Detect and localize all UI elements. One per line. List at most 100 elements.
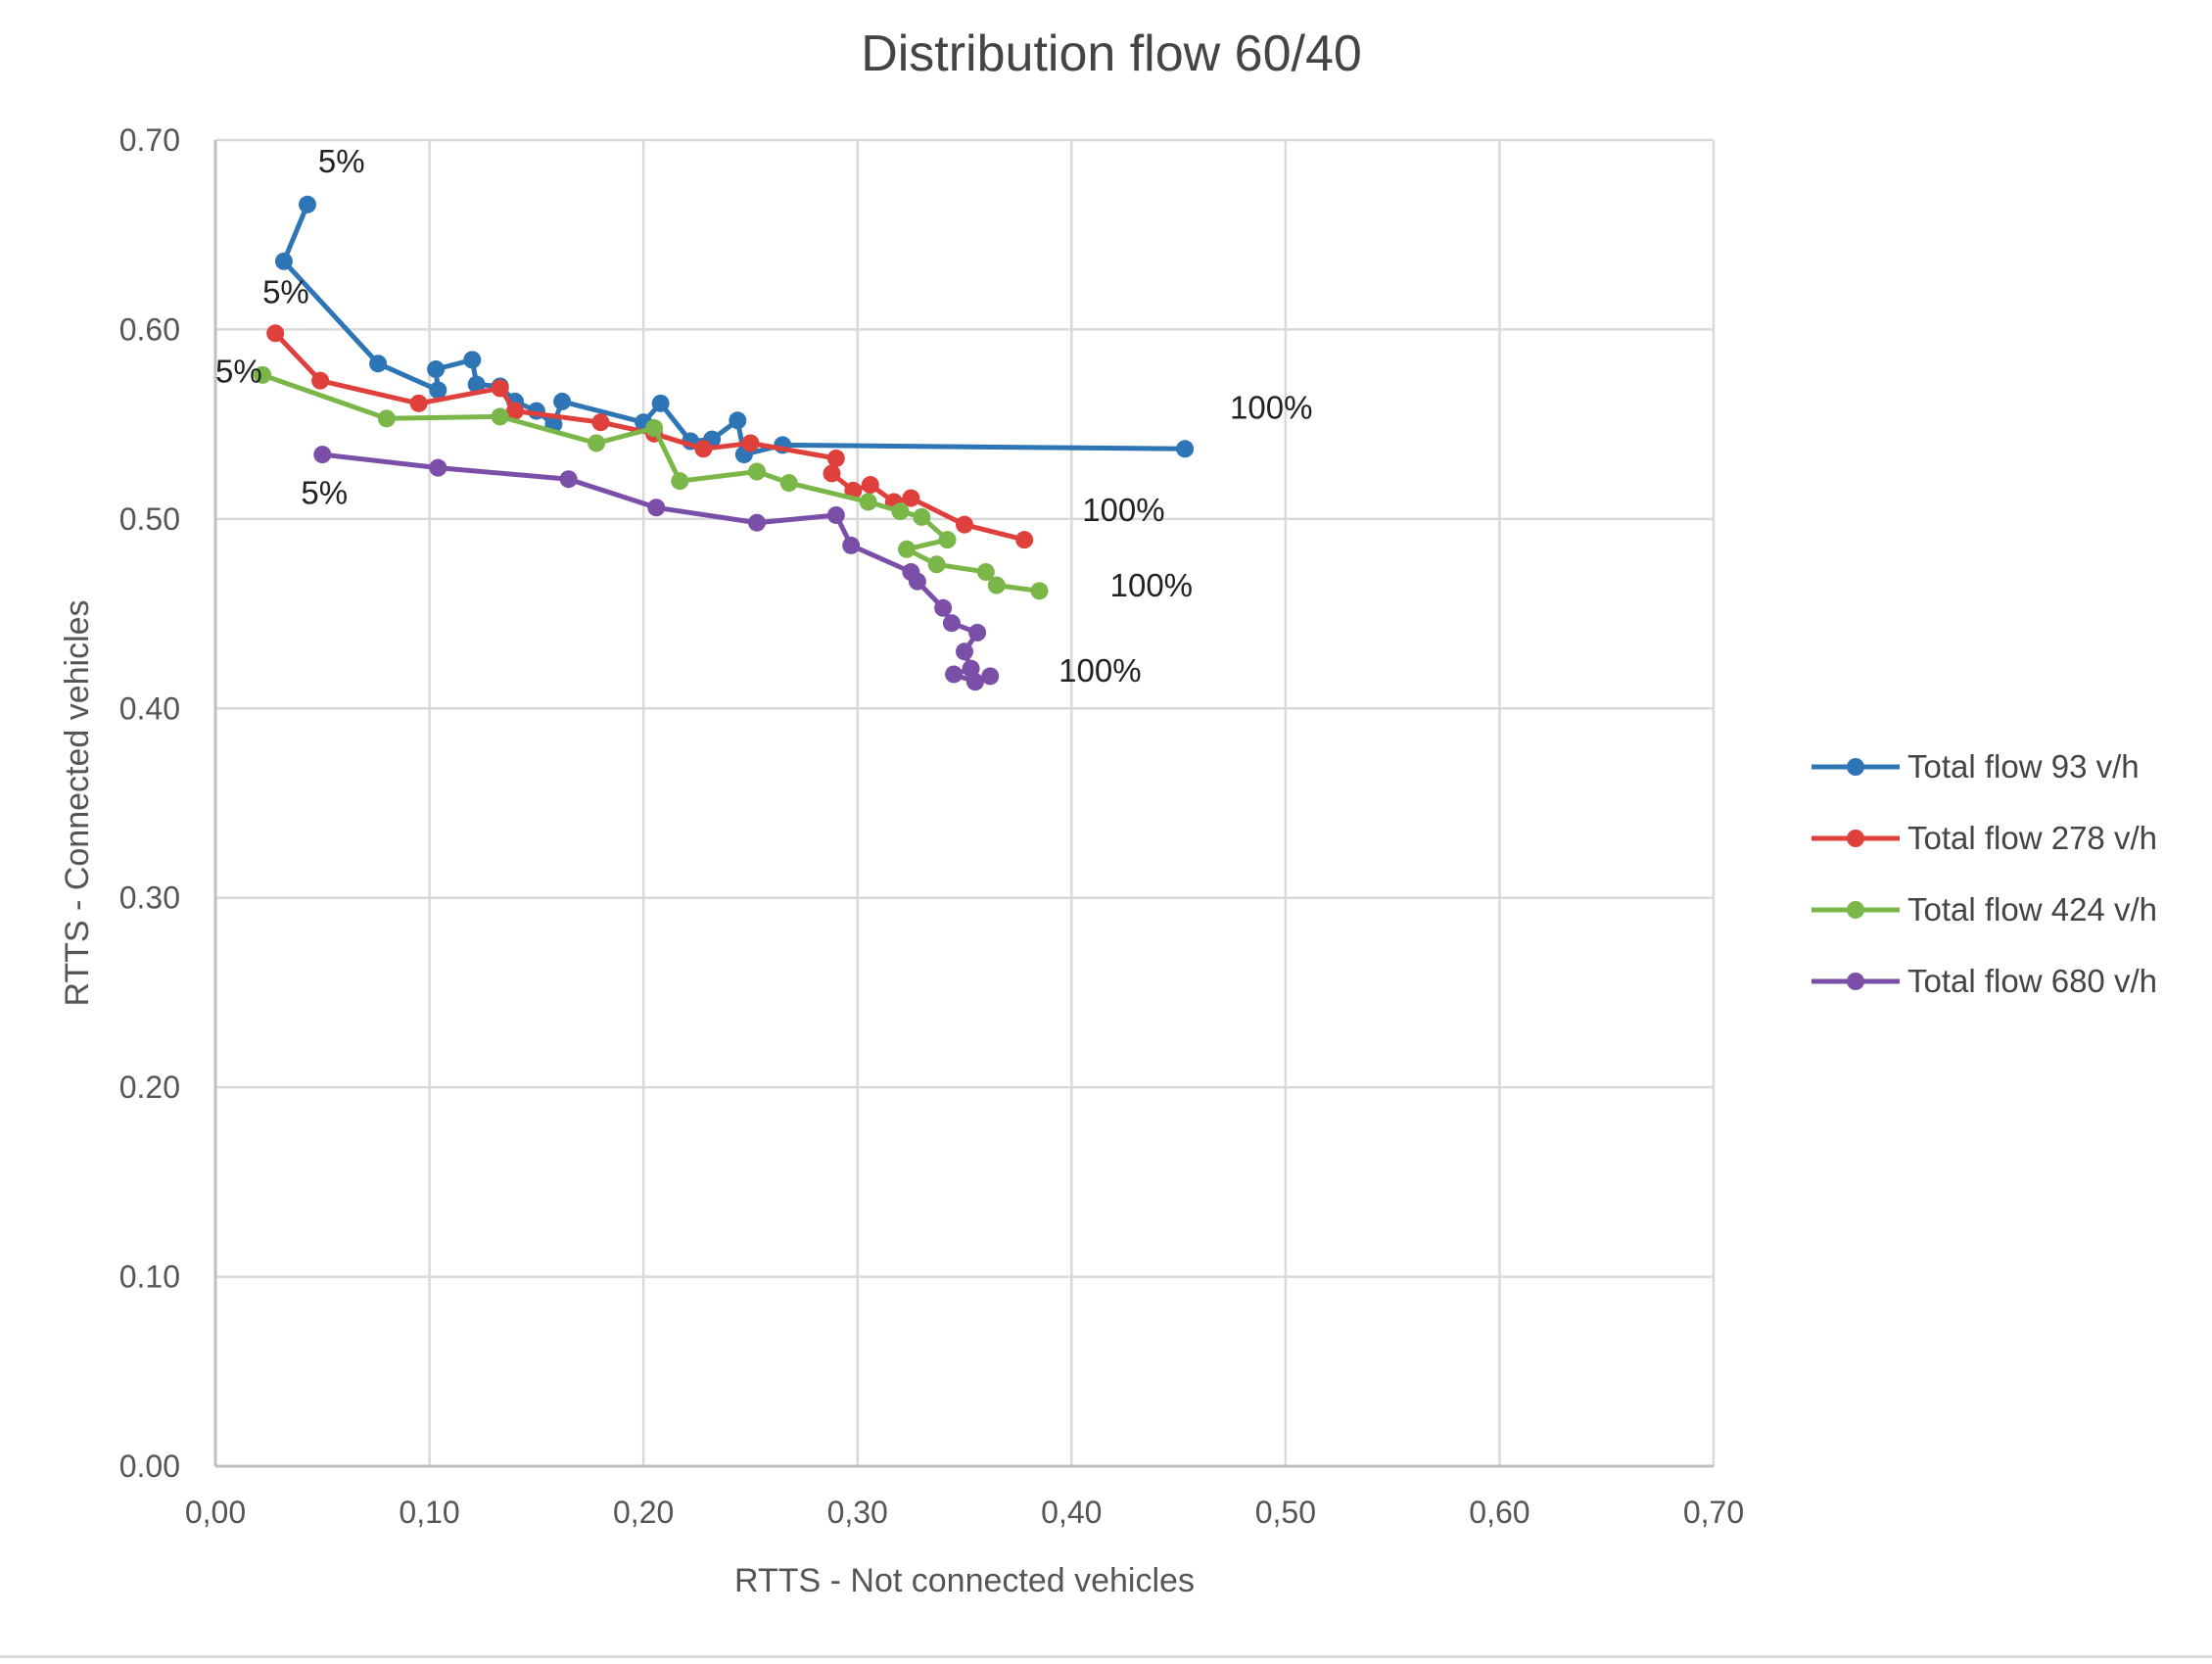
- x-tick-label: 0,50: [1255, 1495, 1316, 1530]
- data-point: [313, 446, 332, 464]
- legend-marker: [1847, 973, 1864, 990]
- x-tick-labels: 0,00 0,10 0,20 0,30 0,40 0,50 0,60 0,70: [185, 1495, 1744, 1530]
- gridlines: [213, 138, 1716, 1468]
- x-tick-label: 0,20: [613, 1495, 674, 1530]
- axes: [213, 140, 1714, 1468]
- data-point: [913, 507, 931, 526]
- point-annotation: 100%: [1110, 567, 1193, 603]
- data-point: [956, 642, 973, 661]
- data-point: [826, 449, 845, 467]
- y-tick-label: 0.60: [119, 311, 180, 347]
- data-point: [823, 464, 841, 483]
- annotations: 5% 5% 5% 5% 100% 100% 100% 100%: [215, 143, 1312, 689]
- data-point: [369, 355, 388, 373]
- point-annotation: 100%: [1230, 389, 1312, 425]
- series-line: [322, 452, 992, 685]
- data-point: [274, 252, 293, 270]
- data-point: [298, 195, 316, 214]
- data-point: [981, 667, 1000, 686]
- y-tick-label: 0.10: [119, 1260, 180, 1295]
- legend-item: Total flow 278 v/h: [1812, 820, 2157, 856]
- data-point: [409, 394, 428, 412]
- legend-item: Total flow 93 v/h: [1812, 748, 2140, 784]
- data-point: [671, 472, 689, 491]
- bottom-divider: [0, 1655, 2212, 1658]
- data-point: [968, 623, 987, 642]
- data-point: [377, 409, 396, 428]
- point-annotation: 5%: [301, 474, 348, 510]
- data-point: [747, 513, 766, 532]
- series-3: [254, 365, 1049, 600]
- x-axis-label: RTTS - Not connected vehicles: [734, 1562, 1195, 1599]
- data-point: [1015, 531, 1034, 549]
- data-point: [826, 505, 845, 524]
- chart-title: Distribution flow 60/40: [861, 25, 1362, 82]
- legend-marker: [1847, 758, 1864, 776]
- data-point: [588, 434, 606, 452]
- legend-label: Total flow 680 v/h: [1907, 963, 2157, 999]
- data-point: [694, 440, 713, 458]
- data-point: [651, 394, 670, 412]
- data-point: [741, 434, 760, 452]
- data-point: [945, 665, 964, 684]
- data-point: [965, 673, 984, 691]
- point-annotation: 5%: [262, 273, 309, 309]
- legend-item: Total flow 680 v/h: [1812, 963, 2157, 999]
- data-series: [254, 195, 1195, 691]
- data-point: [747, 462, 766, 481]
- data-point: [987, 576, 1006, 594]
- y-tick-label: 0.00: [119, 1449, 180, 1484]
- data-point: [266, 324, 285, 343]
- legend: Total flow 93 v/h Total flow 278 v/h Total…: [1812, 748, 2157, 999]
- data-point: [491, 407, 509, 426]
- data-point: [467, 375, 486, 394]
- data-point: [591, 413, 610, 432]
- y-tick-label: 0.70: [119, 122, 180, 158]
- data-point: [729, 411, 747, 430]
- x-tick-label: 0,00: [185, 1495, 246, 1530]
- point-annotation: 100%: [1059, 652, 1141, 689]
- data-point: [427, 360, 446, 379]
- legend-label: Total flow 424 v/h: [1907, 891, 2157, 927]
- legend-label: Total flow 93 v/h: [1907, 748, 2140, 784]
- data-point: [254, 365, 272, 384]
- y-tick-labels: 0.00 0.10 0.20 0.30 0.40 0.50 0.60 0.70: [119, 122, 180, 1484]
- x-tick-label: 0,60: [1469, 1495, 1530, 1530]
- data-point: [311, 371, 330, 390]
- data-point: [908, 572, 926, 591]
- series-2: [266, 324, 1034, 549]
- y-tick-label: 0.50: [119, 501, 180, 537]
- data-point: [463, 351, 482, 369]
- data-point: [902, 489, 920, 507]
- data-point: [559, 470, 578, 489]
- x-tick-label: 0,70: [1683, 1495, 1744, 1530]
- x-tick-label: 0,10: [399, 1495, 459, 1530]
- point-annotation: 100%: [1082, 492, 1164, 528]
- series-line: [261, 372, 1040, 594]
- data-point: [942, 614, 961, 633]
- y-tick-label: 0.20: [119, 1070, 180, 1105]
- legend-item: Total flow 424 v/h: [1812, 891, 2157, 927]
- data-point: [1030, 582, 1049, 600]
- data-point: [956, 515, 973, 534]
- legend-marker: [1847, 830, 1864, 847]
- x-tick-label: 0,30: [827, 1495, 888, 1530]
- legend-label: Total flow 278 v/h: [1907, 820, 2157, 856]
- data-point: [897, 540, 916, 558]
- data-point: [962, 659, 980, 678]
- data-point: [429, 381, 447, 400]
- data-point: [779, 474, 798, 493]
- y-axis-label: RTTS - Connected vehicles: [59, 599, 96, 1006]
- data-point: [934, 598, 953, 617]
- data-point: [506, 402, 524, 420]
- point-annotation: 5%: [318, 143, 365, 179]
- y-tick-label: 0.40: [119, 690, 180, 726]
- data-point: [861, 476, 879, 495]
- data-point: [1176, 440, 1195, 458]
- data-point: [927, 555, 946, 574]
- data-point: [842, 536, 861, 554]
- data-point: [938, 531, 957, 549]
- point-annotation: 5%: [215, 354, 262, 390]
- data-point: [553, 392, 572, 410]
- data-point: [891, 502, 910, 521]
